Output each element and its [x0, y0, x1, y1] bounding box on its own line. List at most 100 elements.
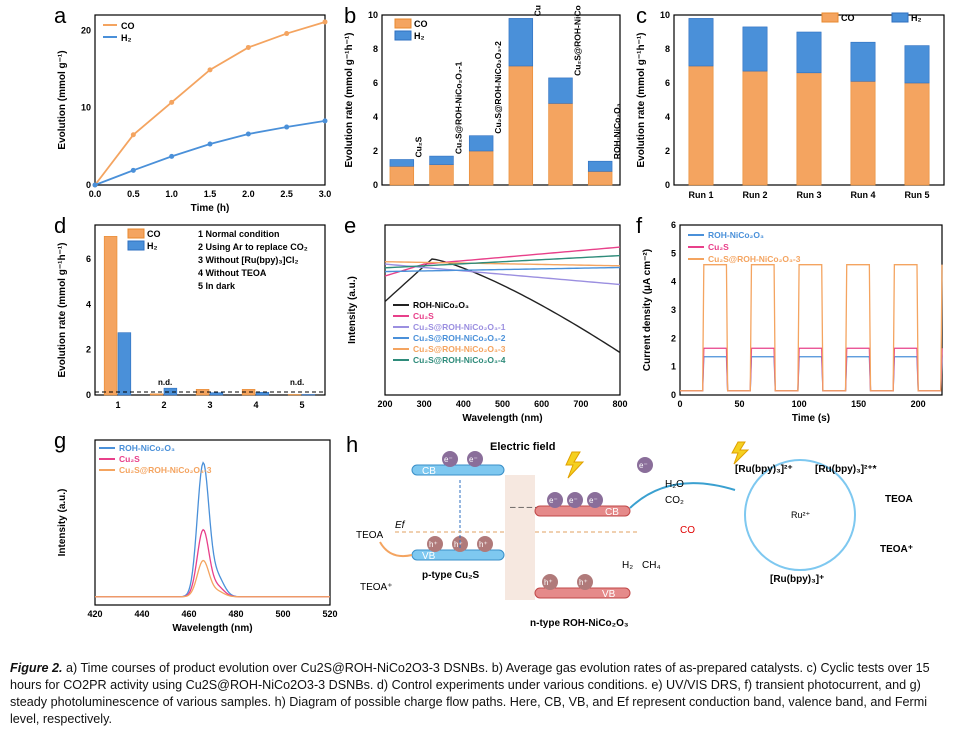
x-tick-label: 3	[207, 400, 212, 410]
x-axis-label: Wavelength (nm)	[172, 623, 252, 634]
legend-label: CO	[841, 13, 855, 23]
svg-text:e⁻: e⁻	[444, 455, 453, 464]
category-label: Cu₂S@ROH-NiCo₂O₃-1	[453, 61, 463, 154]
bar	[149, 393, 164, 396]
legend-label: H₂	[147, 241, 158, 251]
x-tick-label: 200	[911, 399, 926, 409]
legend-label: ROH-NiCo₂O₃	[413, 300, 469, 310]
y-axis-label: Current density (μA cm⁻²)	[642, 249, 653, 371]
series-line	[680, 264, 943, 392]
bar-h2	[508, 18, 534, 67]
x-tick-label: Run 1	[688, 190, 713, 200]
legend-swatch	[821, 12, 839, 23]
bar-h2	[904, 45, 930, 84]
teoa-plus-label-right: TEOA⁺	[880, 544, 913, 555]
x-axis-label: Time (s)	[792, 413, 830, 424]
data-point	[130, 167, 136, 173]
interface-region	[505, 475, 535, 600]
x-tick-label: 500	[495, 399, 510, 409]
legend-label: CO	[147, 229, 161, 239]
legend-label: Cu₂S@ROH-NiCo₂O₃-1	[413, 322, 506, 332]
data-point	[169, 99, 175, 105]
teoa-plus-label-left: TEOA⁺	[360, 582, 393, 593]
data-point	[322, 19, 328, 25]
electron-transfer-arrow	[629, 482, 736, 509]
bar-h2	[688, 18, 714, 67]
x-tick-label: 1.5	[204, 189, 217, 199]
data-point	[322, 118, 328, 124]
y-tick-label: 6	[86, 254, 91, 264]
bar-co	[904, 82, 930, 186]
hole-icon	[542, 574, 558, 590]
chart-g: g Intensity (a.u.) Wavelength (nm) 420 440 46…	[54, 428, 338, 634]
electron-icon	[467, 451, 483, 467]
panel-a: a Evolution (mmol g⁻¹) Time (h) 0.0 0.5 1.0 1.…	[50, 3, 340, 215]
y-tick-label: 0	[86, 180, 91, 190]
y-tick-label: 2	[665, 146, 670, 156]
svg-text:e⁻: e⁻	[589, 496, 598, 505]
h2o-label: H₂O	[665, 479, 684, 490]
category-label: Cu₂S@ROH-NiCo₂O₃-3	[533, 5, 543, 16]
data-point	[284, 31, 290, 37]
bar-co	[468, 150, 494, 186]
legend-label: Cu₂S@ROH-NiCo₂O₃-3	[119, 465, 212, 475]
panel-label: c	[636, 5, 647, 28]
fermi-label: Ef	[395, 520, 406, 531]
ru-center-label: Ru²⁺	[791, 510, 811, 520]
bar	[209, 392, 224, 396]
h2-label: H₂	[622, 560, 633, 571]
x-tick-label: Run 2	[742, 190, 767, 200]
bar	[163, 387, 178, 396]
annotation: 2 Using Ar to replace CO₂	[198, 242, 308, 252]
y-tick-label: 10	[81, 103, 91, 113]
legend-swatch	[127, 240, 145, 251]
panel-c: c Evolution rate (mmol g⁻¹h⁻¹) 0 2 4 6 8 10 Run …	[632, 3, 952, 215]
x-tick-label: 420	[87, 609, 102, 619]
x-tick-label: 700	[573, 399, 588, 409]
y-tick-label: 6	[671, 220, 676, 230]
y-tick-label: 4	[671, 277, 676, 287]
chart-a: a Evolution (mmol g⁻¹) Time (h) 0.0 0.5 1.0 1.…	[54, 3, 331, 214]
svg-text:h⁺: h⁺	[429, 540, 438, 549]
panel-label: g	[54, 430, 66, 453]
panel-g: g Intensity (a.u.) Wavelength (nm) 420 440 46…	[50, 428, 340, 645]
category-label: ROH-NiCo₂O₃	[612, 103, 622, 159]
y-tick-label: 0	[86, 390, 91, 400]
y-tick-label: 10	[368, 10, 378, 20]
legend-label: ROH-NiCo₂O₃	[708, 230, 764, 240]
panel-d: d Evolution rate (mmol g⁻¹h⁻¹) 0 2 4 6 1 2 3 4 5 CO…	[50, 213, 340, 430]
cu2s-cb-band	[411, 464, 505, 476]
cu2s-vb-label: VB	[422, 551, 436, 562]
y-tick-label: 4	[665, 112, 670, 122]
x-tick-label: 0	[677, 399, 682, 409]
ru1-label: [Ru(bpy)₃]⁺	[770, 574, 824, 585]
bar-co	[548, 103, 573, 186]
bar-co	[850, 81, 876, 186]
annotation: 3 Without [Ru(bpy)₃]Cl₂	[198, 255, 299, 265]
svg-text:e⁻: e⁻	[549, 496, 558, 505]
caption-fig: Figure 2.	[10, 661, 63, 675]
category-label: Cu₂S@ROH-NiCo₂O₃-2	[493, 41, 503, 134]
hole-icon	[452, 536, 468, 552]
series-line	[384, 261, 621, 267]
x-tick-label: 460	[181, 609, 196, 619]
cu2s-cb-label: CB	[422, 466, 436, 477]
series-line	[384, 246, 621, 277]
x-tick-label: 0.0	[89, 189, 102, 199]
category-label: Cu₂S	[414, 136, 424, 157]
x-tick-label: 100	[792, 399, 807, 409]
x-tick-label: 2.5	[280, 189, 293, 199]
bar-h2	[389, 159, 415, 167]
plot-frame	[381, 14, 621, 186]
series-line	[95, 461, 330, 598]
nico-cb-band	[534, 505, 631, 517]
svg-text:e⁻: e⁻	[569, 496, 578, 505]
legend-label: Cu₂S	[413, 311, 434, 321]
x-tick-label: 150	[851, 399, 866, 409]
lightning-icon	[731, 441, 750, 465]
series-line	[680, 347, 943, 392]
y-tick-label: 6	[665, 78, 670, 88]
x-tick-label: 800	[612, 399, 627, 409]
panel-h: h Electric field CB VB e⁻ e⁻ h⁺ h⁺ h⁺ Ef…	[340, 430, 952, 645]
y-tick-label: 20	[81, 25, 91, 35]
